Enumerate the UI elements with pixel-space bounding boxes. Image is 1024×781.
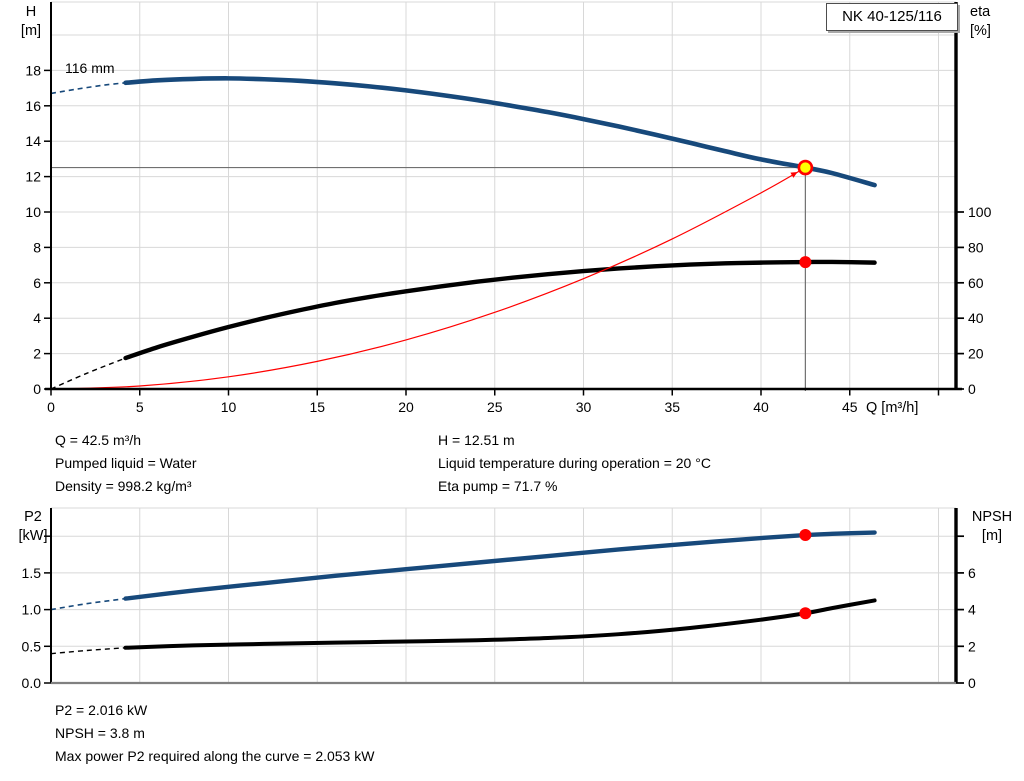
info-line-p2: P2 = 2.016 kW	[55, 702, 148, 718]
y-left-tick-label: 0.5	[22, 638, 42, 654]
y-right-tick-label: 2	[968, 638, 976, 654]
p2-axis-title-unit: [kW]	[18, 528, 48, 544]
y-right-tick-label: 80	[968, 239, 984, 255]
npsh-curve-dashed	[50, 647, 126, 655]
x-axis-title: Q [m³/h]	[866, 400, 918, 416]
x-tick-label: 15	[309, 399, 325, 415]
x-tick-label: 20	[398, 399, 414, 415]
x-tick-label: 0	[47, 399, 55, 415]
y-left-tick-label: 18	[25, 62, 41, 78]
y-right-tick-label: 100	[968, 204, 992, 220]
eta-axis-title: eta [%]	[970, 3, 1020, 41]
duty-info-left: Q = 42.5 m³/h Pumped liquid = Water Dens…	[55, 429, 197, 498]
npsh-axis-title: NPSH [m]	[964, 508, 1020, 546]
efficiency-curve	[123, 259, 877, 361]
info-line-temperature: Liquid temperature during operation = 20…	[438, 455, 711, 471]
npsh-curve	[123, 598, 877, 650]
p2-axis-title: P2 [kW]	[13, 508, 53, 546]
y-left-tick-label: 6	[33, 275, 41, 291]
info-line-eta: Eta pump = 71.7 %	[438, 478, 558, 494]
x-tick-label: 40	[753, 399, 769, 415]
y-left-tick-label: 8	[33, 239, 41, 255]
y-right-tick-label: 40	[968, 310, 984, 326]
p2-axis-title-symbol: P2	[24, 509, 42, 525]
eta-axis-title-unit: [%]	[970, 23, 991, 39]
red-dot-marker	[799, 256, 812, 269]
info-line-head: H = 12.51 m	[438, 432, 515, 448]
info-line-liquid: Pumped liquid = Water	[55, 455, 197, 471]
impeller-diameter-label: 116 mm	[65, 60, 115, 76]
y-left-tick-label: 10	[25, 204, 41, 220]
head-axis-title-symbol: H	[25, 4, 37, 20]
head-axis-title: H [m]	[13, 3, 49, 41]
y-left-tick-label: 1.5	[22, 565, 42, 581]
p2-curve-dashed	[50, 597, 126, 611]
y-right-tick-label: 6	[968, 565, 976, 581]
red-dot-marker	[799, 529, 812, 542]
system-curve-arrowhead	[790, 172, 798, 178]
y-left-tick-label: 12	[25, 169, 41, 185]
duty-point-marker	[797, 159, 814, 176]
red-dot-marker	[799, 607, 812, 620]
head-axis-title-unit: [m]	[20, 23, 42, 39]
eta-axis-title-symbol: eta	[970, 4, 991, 20]
x-tick-label: 35	[664, 399, 680, 415]
npsh-axis-title-unit: [m]	[981, 528, 1003, 544]
pump-model-box: NK 40-125/116	[826, 3, 958, 31]
y-left-tick-label: 2	[33, 346, 41, 362]
x-tick-label: 45	[842, 399, 858, 415]
pump-model-label: NK 40-125/116	[842, 8, 942, 25]
x-tick-label: 25	[487, 399, 503, 415]
y-left-tick-label: 1.0	[22, 602, 42, 618]
x-tick-label: 5	[136, 399, 144, 415]
y-right-tick-label: 20	[968, 346, 984, 362]
y-right-tick-label: 0	[968, 381, 976, 397]
head-curve-116mm-dashed	[50, 81, 126, 95]
y-right-tick-label: 60	[968, 275, 984, 291]
y-right-tick-label: 0	[968, 675, 976, 691]
head-curve-116mm	[123, 76, 877, 188]
y-left-tick-label: 14	[25, 133, 41, 149]
y-left-tick-label: 4	[33, 310, 41, 326]
y-left-tick-label: 16	[25, 98, 41, 114]
x-tick-label: 10	[221, 399, 237, 415]
duty-info-right: H = 12.51 m Liquid temperature during op…	[438, 429, 711, 498]
info-line-density: Density = 998.2 kg/m³	[55, 478, 192, 494]
y-right-tick-label: 4	[968, 602, 976, 618]
efficiency-curve-dashed	[50, 357, 126, 390]
power-info: P2 = 2.016 kW NPSH = 3.8 m Max power P2 …	[55, 699, 374, 768]
info-line-npsh: NPSH = 3.8 m	[55, 725, 145, 741]
info-line-max-power: Max power P2 required along the curve = …	[55, 748, 375, 764]
npsh-axis-title-symbol: NPSH	[971, 509, 1013, 525]
x-tick-label: 30	[576, 399, 592, 415]
y-left-tick-label: 0.0	[22, 675, 42, 691]
y-left-tick-label: 0	[33, 381, 41, 397]
system-curve	[50, 166, 806, 390]
info-line-q: Q = 42.5 m³/h	[55, 432, 141, 448]
p2-curve	[123, 530, 877, 601]
